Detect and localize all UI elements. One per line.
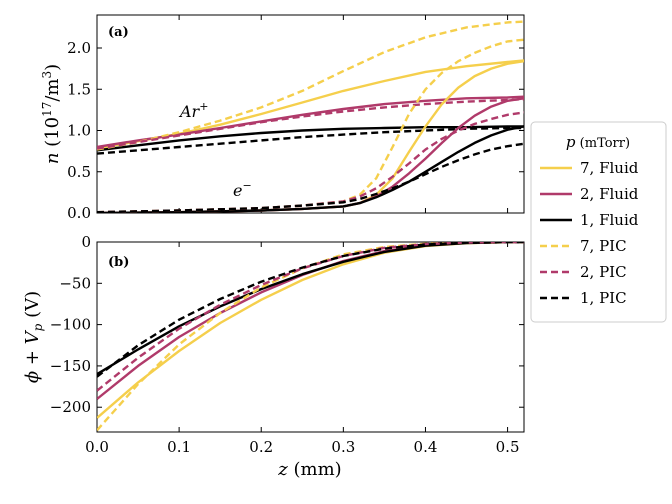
density-ytick-label: 2.0 xyxy=(67,39,91,57)
potential-series-line xyxy=(97,242,524,378)
density-series-line xyxy=(97,142,524,213)
legend-entry-label: 7, Fluid xyxy=(580,159,639,177)
density-ytick-label: 1.5 xyxy=(67,80,91,98)
density-series-line xyxy=(97,126,524,155)
density-series-line xyxy=(97,59,524,150)
xtick-label: 0.2 xyxy=(249,438,273,456)
potential-panel: 0 −50 −100 −150 −200 0.0 0.1 0.2 0.3 0.4 0.5 (b) ϕ… xyxy=(22,233,525,480)
panel-label-a: (a) xyxy=(108,25,129,40)
x-axis-title: z (mm) xyxy=(277,459,341,480)
legend-entry-label: 7, PIC xyxy=(580,237,627,255)
legend-items: 7, Fluid 2, Fluid 1, Fluid 7, PIC 2, PIC 1, P… xyxy=(540,159,639,307)
density-series xyxy=(97,20,524,213)
xtick-label: 0.0 xyxy=(85,438,109,456)
density-series-line xyxy=(97,20,524,151)
potential-plot-frame xyxy=(96,241,525,433)
xtick-label: 0.5 xyxy=(496,438,520,456)
legend-entry-label: 1, Fluid xyxy=(580,211,639,229)
legend-title: p (mTorr) xyxy=(566,133,630,151)
annotation-ar-ion: Ar+ xyxy=(178,100,208,121)
potential-ytick-label: −50 xyxy=(59,274,91,292)
potential-y-axis-title: ϕ + Vp (V) xyxy=(22,291,45,383)
potential-ytick-label: −100 xyxy=(50,316,91,334)
density-series-line xyxy=(97,38,524,213)
density-panel: 0.0 0.5 1.0 1.5 2.0 (a) Ar+ e− n (1017/m3) xyxy=(40,14,525,222)
potential-ytick-label: 0 xyxy=(81,233,91,251)
xtick-label: 0.3 xyxy=(331,438,355,456)
potential-ytick-label: −150 xyxy=(50,357,91,375)
density-series-line xyxy=(97,125,524,152)
density-series-line xyxy=(97,97,524,213)
density-series-line xyxy=(97,125,524,213)
legend: p (mTorr) 7, Fluid 2, Fluid 1, Fluid 7, PIC… xyxy=(530,121,667,323)
potential-series-line xyxy=(97,242,524,376)
potential-series-line xyxy=(97,242,524,392)
density-y-axis-title: n (1017/m3) xyxy=(40,64,63,164)
legend-entry-label: 2, PIC xyxy=(580,263,627,281)
density-series-line xyxy=(97,95,524,149)
density-ticks: 0.0 0.5 1.0 1.5 2.0 xyxy=(67,15,524,222)
density-ytick-label: 0.5 xyxy=(67,163,91,181)
xtick-label: 0.1 xyxy=(167,438,191,456)
panel-label-b: (b) xyxy=(108,255,129,270)
potential-ticks: 0 −50 −100 −150 −200 0.0 0.1 0.2 0.3 0.4 0.5 xyxy=(50,233,524,456)
density-ytick-label: 1.0 xyxy=(67,122,91,140)
xtick-label: 0.4 xyxy=(414,438,438,456)
density-series-line xyxy=(97,98,524,150)
legend-entry-label: 1, PIC xyxy=(580,289,627,307)
potential-ytick-label: −200 xyxy=(50,398,91,416)
potential-series xyxy=(97,242,524,432)
density-series-line xyxy=(97,111,524,213)
annotation-electron: e− xyxy=(233,179,252,200)
legend-entry-label: 2, Fluid xyxy=(580,185,639,203)
density-ytick-label: 0.0 xyxy=(67,204,91,222)
density-plot-frame xyxy=(96,14,525,214)
